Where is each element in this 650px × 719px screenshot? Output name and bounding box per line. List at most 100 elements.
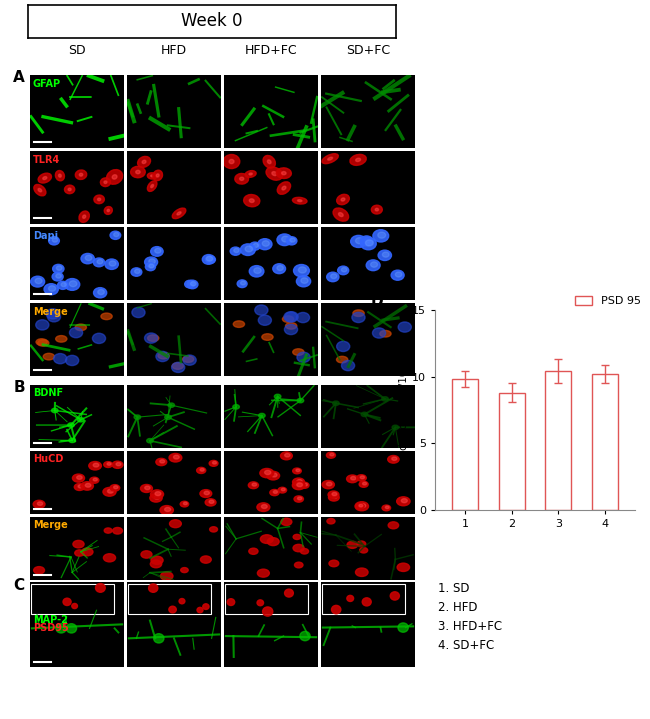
Bar <box>128 584 211 614</box>
Circle shape <box>200 490 212 498</box>
Circle shape <box>141 551 152 558</box>
Circle shape <box>181 567 188 572</box>
Circle shape <box>267 538 279 546</box>
Circle shape <box>337 342 350 352</box>
Circle shape <box>183 355 196 365</box>
Ellipse shape <box>94 195 105 203</box>
Circle shape <box>183 502 187 505</box>
Circle shape <box>190 282 196 286</box>
Circle shape <box>296 313 309 323</box>
Circle shape <box>155 248 161 253</box>
Bar <box>592 374 617 510</box>
Circle shape <box>333 401 339 406</box>
Ellipse shape <box>177 212 181 215</box>
Circle shape <box>74 484 85 490</box>
Circle shape <box>277 265 283 270</box>
Circle shape <box>248 482 259 489</box>
Circle shape <box>46 308 59 319</box>
Ellipse shape <box>131 166 146 178</box>
Circle shape <box>66 623 77 633</box>
Circle shape <box>209 500 214 503</box>
Circle shape <box>36 320 49 330</box>
Circle shape <box>378 232 385 238</box>
Circle shape <box>68 423 74 427</box>
Text: HuCD: HuCD <box>32 454 63 464</box>
Circle shape <box>285 454 290 457</box>
Circle shape <box>262 241 269 246</box>
Circle shape <box>301 278 308 283</box>
Circle shape <box>187 280 198 289</box>
Circle shape <box>33 500 45 508</box>
Circle shape <box>66 355 79 365</box>
Ellipse shape <box>158 352 169 359</box>
Text: A: A <box>13 70 25 86</box>
Circle shape <box>134 415 140 419</box>
Circle shape <box>114 486 118 489</box>
Circle shape <box>78 485 83 488</box>
Circle shape <box>359 503 366 508</box>
Circle shape <box>359 548 368 553</box>
Ellipse shape <box>240 177 244 180</box>
Ellipse shape <box>245 170 256 178</box>
Circle shape <box>337 266 349 275</box>
Circle shape <box>361 412 368 416</box>
Ellipse shape <box>266 167 283 180</box>
Circle shape <box>103 487 116 496</box>
Legend: PSD 95: PSD 95 <box>571 292 645 311</box>
Bar <box>452 380 478 510</box>
Ellipse shape <box>156 174 159 177</box>
Circle shape <box>107 462 111 465</box>
Circle shape <box>131 267 142 276</box>
Circle shape <box>281 518 292 526</box>
Circle shape <box>274 490 278 493</box>
Circle shape <box>93 478 98 481</box>
Circle shape <box>197 467 206 474</box>
Circle shape <box>252 483 257 486</box>
Circle shape <box>297 483 302 487</box>
Circle shape <box>250 242 260 250</box>
Circle shape <box>266 472 280 480</box>
Circle shape <box>94 258 105 267</box>
Ellipse shape <box>267 160 271 164</box>
Bar <box>545 371 571 510</box>
Circle shape <box>332 495 337 498</box>
Circle shape <box>104 528 112 533</box>
Circle shape <box>328 491 339 498</box>
Circle shape <box>73 541 84 548</box>
Ellipse shape <box>79 173 83 176</box>
Circle shape <box>355 502 369 510</box>
Ellipse shape <box>278 182 291 194</box>
Circle shape <box>149 584 158 592</box>
Ellipse shape <box>229 160 234 164</box>
Circle shape <box>298 497 302 500</box>
Circle shape <box>107 489 113 493</box>
Circle shape <box>94 288 107 298</box>
Circle shape <box>70 328 83 338</box>
Circle shape <box>296 469 300 472</box>
Ellipse shape <box>281 172 286 175</box>
Circle shape <box>135 269 140 273</box>
Circle shape <box>273 264 285 274</box>
Circle shape <box>249 265 264 277</box>
Circle shape <box>109 261 116 266</box>
Circle shape <box>234 248 239 252</box>
Circle shape <box>205 256 215 263</box>
Circle shape <box>372 328 385 338</box>
Circle shape <box>356 238 363 244</box>
Circle shape <box>388 522 398 528</box>
Circle shape <box>197 608 203 613</box>
Circle shape <box>146 263 155 271</box>
Circle shape <box>360 236 373 246</box>
Ellipse shape <box>272 172 277 175</box>
Text: 1. SD
2. HFD
3. HFD+FC
4. SD+FC: 1. SD 2. HFD 3. HFD+FC 4. SD+FC <box>438 582 502 652</box>
Text: SD+FC: SD+FC <box>346 45 390 58</box>
Circle shape <box>329 560 339 567</box>
Circle shape <box>257 600 263 605</box>
Text: MAP-2: MAP-2 <box>32 615 68 625</box>
Ellipse shape <box>148 173 157 179</box>
Circle shape <box>98 290 105 295</box>
Ellipse shape <box>58 174 61 177</box>
Circle shape <box>203 604 209 610</box>
Circle shape <box>49 285 56 291</box>
Circle shape <box>398 623 408 632</box>
